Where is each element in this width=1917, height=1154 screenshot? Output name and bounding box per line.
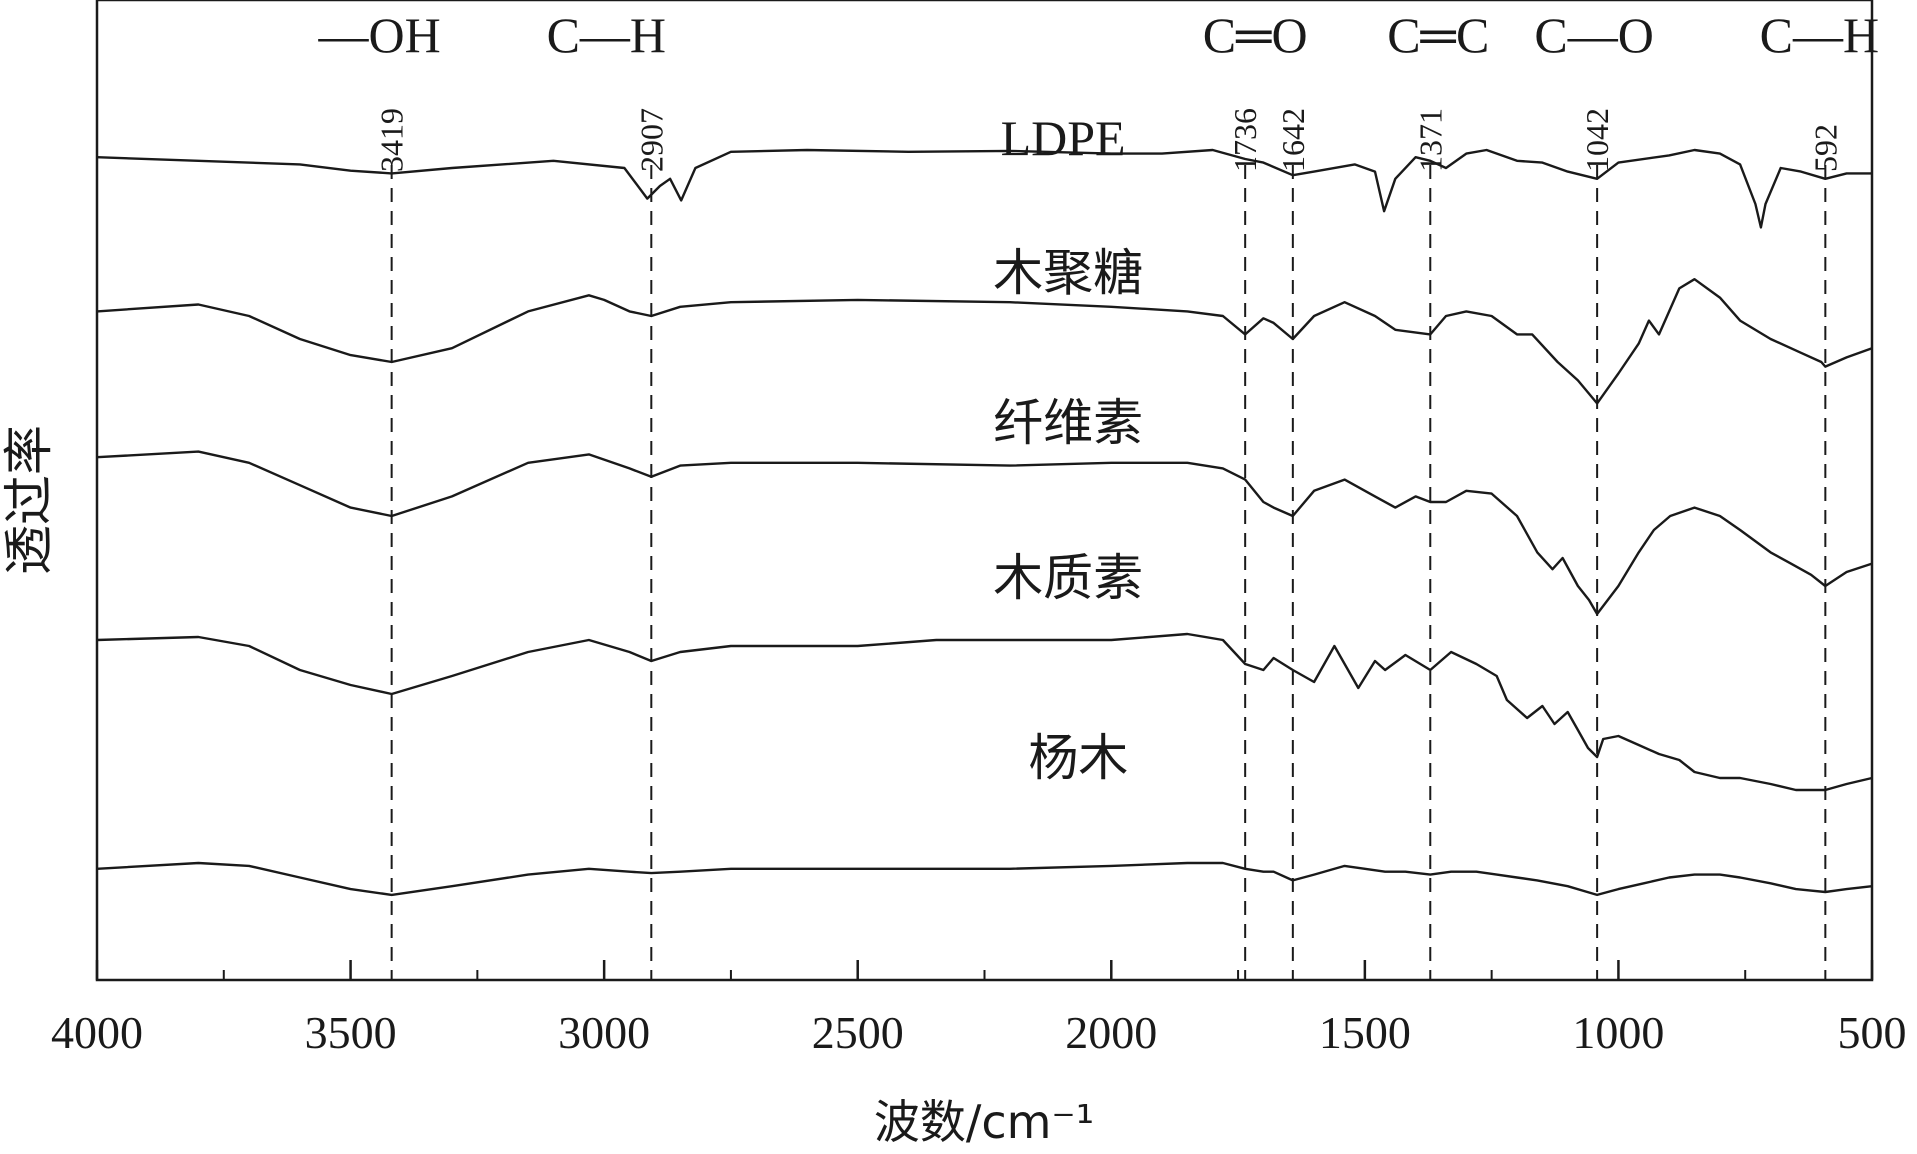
x-tick-label-3000: 3000 xyxy=(558,1007,650,1058)
group-label-1042: C—O xyxy=(1534,7,1653,63)
y-axis-label: 透过率 xyxy=(0,425,58,575)
group-label-592: C—H xyxy=(1760,7,1879,63)
x-tick-label-1000: 1000 xyxy=(1572,1007,1664,1058)
wavenumber-label-3419: 3419 xyxy=(374,108,410,172)
series-line-4 xyxy=(96,861,1873,897)
wavenumber-label-592: 592 xyxy=(1807,124,1843,172)
x-tick-label-2500: 2500 xyxy=(812,1007,904,1058)
series-label-1: 木聚糖 xyxy=(993,244,1143,302)
series-label-2: 纤维素 xyxy=(993,394,1143,452)
x-tick-label-4000: 4000 xyxy=(51,1007,143,1058)
x-axis-label: 波数/cm⁻¹ xyxy=(874,1095,1094,1149)
x-tick-label-500: 500 xyxy=(1838,1007,1907,1058)
group-label-2907: C—H xyxy=(547,7,666,63)
series-label-4: 杨木 xyxy=(1028,729,1128,787)
x-axis-ticks: 4000 3500 3000 2500 2000 1500 1000 500 xyxy=(51,960,1907,1058)
group-label-3419: —OH xyxy=(318,7,441,63)
series-line-2 xyxy=(96,450,1873,616)
series-label-3: 木质素 xyxy=(993,549,1143,607)
x-tick-label-2000: 2000 xyxy=(1065,1007,1157,1058)
series-line-3 xyxy=(96,632,1873,792)
series-label-0: LDPE xyxy=(1001,110,1126,166)
wavenumber-label-1042: 1042 xyxy=(1579,108,1615,172)
x-tick-label-1500: 1500 xyxy=(1319,1007,1411,1058)
wavenumber-label-1371: 1371 xyxy=(1412,108,1448,172)
series-line-1 xyxy=(96,278,1873,405)
group-label-1371: C═C xyxy=(1387,7,1489,63)
group-label-1736: C═O xyxy=(1203,7,1308,63)
series-line-0 xyxy=(96,148,1872,229)
x-tick-label-3500: 3500 xyxy=(305,1007,397,1058)
wavenumber-label-2907: 2907 xyxy=(633,108,669,172)
wavenumber-label-1642: 1642 xyxy=(1275,108,1311,172)
